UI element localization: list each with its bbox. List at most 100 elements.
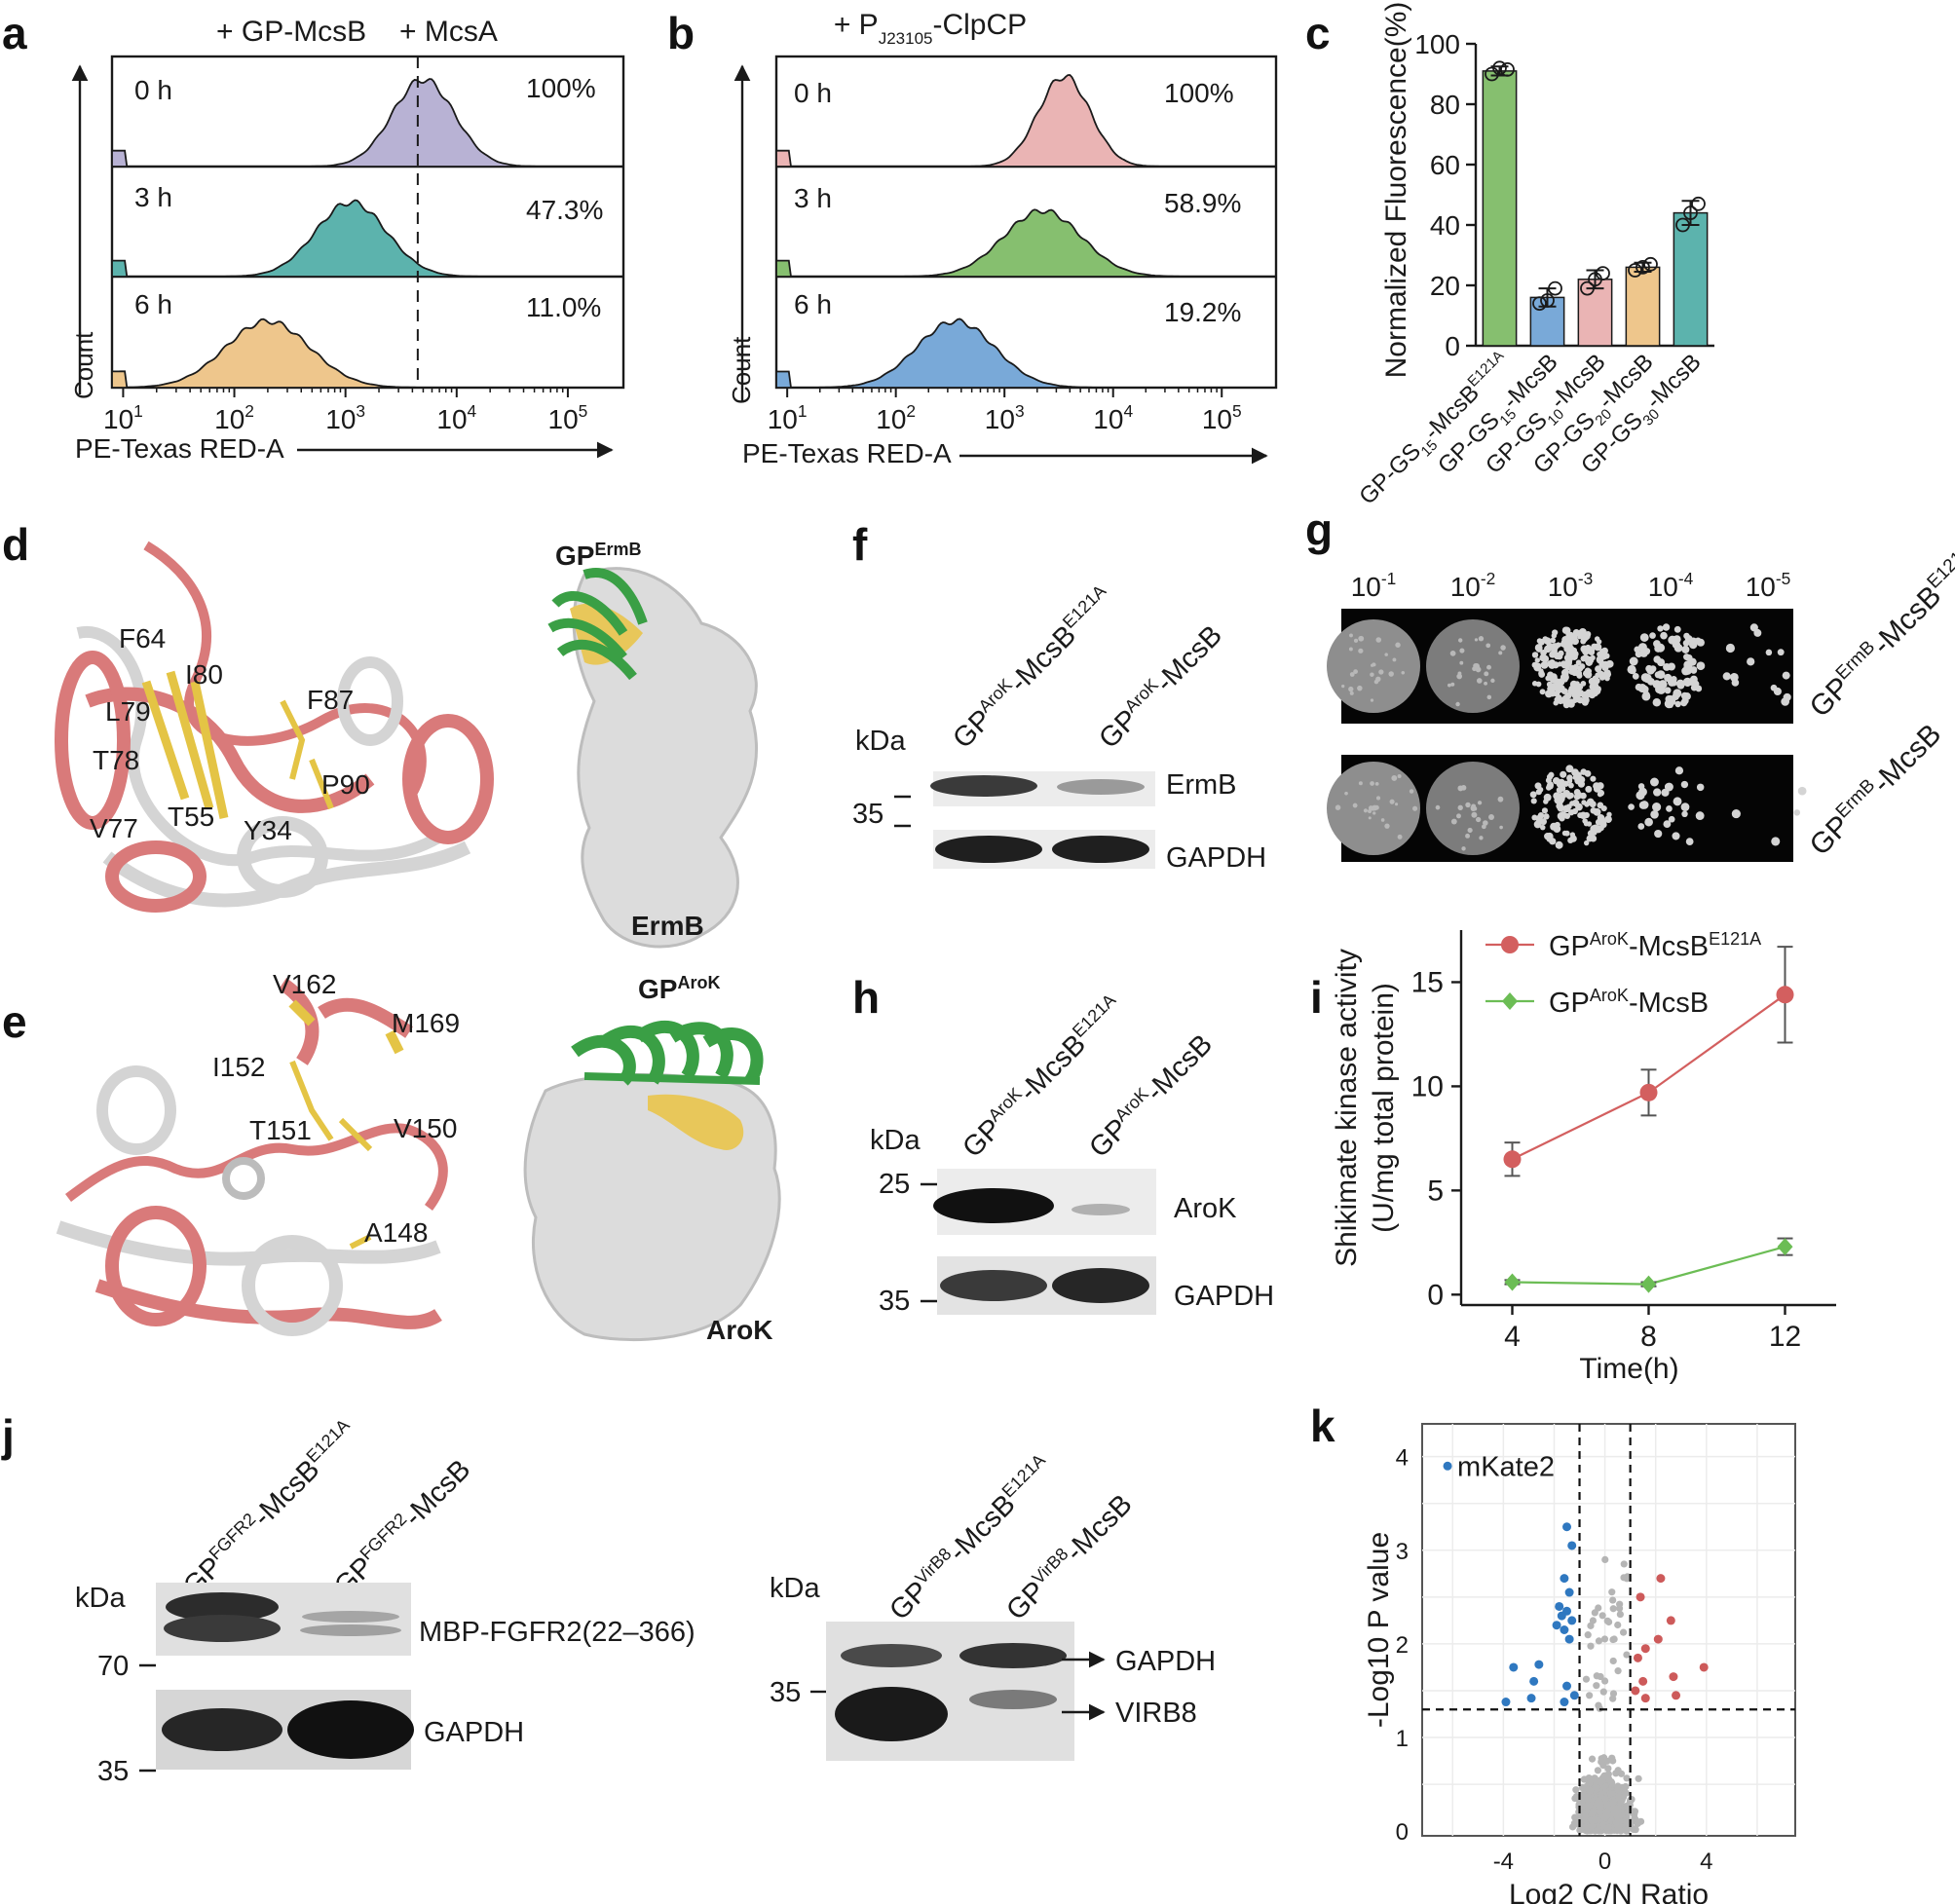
lane-label: GPAroK-McsB — [1092, 618, 1228, 755]
ns-point — [1609, 1657, 1617, 1665]
colony — [1600, 650, 1608, 656]
colony — [1589, 647, 1596, 653]
protein-ribbon-ermb — [55, 541, 494, 913]
colony — [1488, 814, 1494, 820]
band — [164, 1615, 281, 1642]
colony — [1657, 625, 1664, 632]
colony — [1661, 788, 1670, 797]
x-axis-label: Time(h) — [1579, 1353, 1678, 1385]
ns-point — [1595, 1701, 1602, 1709]
ns-point — [1589, 1808, 1598, 1815]
colony — [1370, 781, 1374, 786]
row-percent-0h: 100% — [1164, 78, 1234, 108]
band — [1052, 1268, 1149, 1303]
colony — [1476, 678, 1483, 684]
histogram-curves — [111, 78, 623, 389]
colony — [1560, 770, 1567, 778]
colony — [1590, 775, 1597, 782]
y-tick-label: 5 — [1427, 1175, 1444, 1207]
data-point — [1640, 1275, 1657, 1293]
panel-label-a: a — [2, 8, 27, 58]
colony — [1565, 650, 1573, 657]
colony — [1674, 766, 1684, 775]
bar — [1625, 266, 1661, 347]
colony — [1450, 818, 1457, 825]
colony — [1534, 782, 1542, 790]
colony — [1358, 635, 1365, 642]
up-point — [1640, 1644, 1650, 1654]
y-tick-label: 0 — [1445, 331, 1460, 361]
histogram-curve — [775, 74, 1276, 168]
ns-point — [1591, 1609, 1598, 1617]
data-point — [1776, 986, 1794, 1004]
x-tick-label: 8 — [1640, 1321, 1657, 1353]
x-axis-label: PE-Texas RED-A — [75, 433, 284, 464]
colony — [1577, 780, 1586, 788]
residue-label: V162 — [273, 969, 336, 999]
colony — [1539, 653, 1547, 662]
panel-label-g: g — [1305, 504, 1333, 555]
band — [300, 1624, 401, 1636]
row-percent-6h: 11.0% — [526, 292, 601, 322]
y-tick-label: 80 — [1430, 90, 1460, 120]
colony — [1540, 818, 1547, 826]
row-time-6h: 6 h — [134, 289, 172, 319]
colony — [1602, 670, 1610, 677]
data-point — [1628, 263, 1642, 278]
data-point — [1596, 266, 1610, 281]
colony — [1725, 643, 1735, 653]
colony — [1535, 789, 1542, 796]
colony — [1562, 780, 1569, 787]
colony — [1597, 782, 1604, 790]
ns-point — [1619, 1628, 1628, 1636]
colony — [1401, 670, 1406, 675]
band-label-mbp-fgfr2: MBP-FGFR2(22–366) — [419, 1617, 696, 1648]
y-axis-label: Count — [727, 336, 756, 404]
colony — [1459, 648, 1465, 653]
panel-label-c: c — [1305, 8, 1331, 58]
colony — [1606, 811, 1612, 817]
colony — [1783, 692, 1791, 701]
kda-label: kDa — [770, 1573, 820, 1604]
x-tick-label: -4 — [1493, 1848, 1514, 1875]
dilution-label: 10-4 — [1648, 569, 1694, 602]
down-point — [1567, 1541, 1577, 1550]
band-label-gapdh: GAPDH — [424, 1717, 524, 1748]
colony — [1770, 684, 1778, 691]
colony — [1461, 846, 1466, 851]
down-point — [1569, 1691, 1579, 1700]
colony — [1341, 684, 1345, 689]
band — [940, 1270, 1047, 1301]
ns-point — [1599, 1688, 1607, 1696]
panel-label-e: e — [2, 996, 27, 1047]
colony — [1477, 801, 1483, 805]
ns-point — [1623, 1827, 1631, 1835]
up-point — [1672, 1691, 1681, 1700]
colony — [1672, 832, 1680, 840]
colony — [1561, 626, 1570, 634]
lane-label: GPAroK-McsBE121A — [946, 581, 1119, 755]
ns-point — [1614, 1786, 1622, 1794]
colony — [1639, 649, 1648, 657]
protein-surface-ermb — [547, 567, 759, 949]
ns-point — [1623, 1802, 1632, 1810]
colony — [1372, 811, 1376, 815]
colony — [1586, 821, 1593, 827]
colony — [1412, 805, 1418, 811]
y-axis-label: -Log10 P value — [1363, 1532, 1395, 1728]
colony — [1652, 803, 1662, 812]
flow-histogram-a: + GP-McsB + McsA 0 h 100% 3 h 47.3% 6 h … — [69, 16, 625, 464]
colony — [1765, 649, 1773, 656]
colony — [1583, 840, 1590, 846]
row-percent-3h: 47.3% — [526, 195, 603, 225]
panel-label-j: j — [1, 1410, 15, 1461]
colony — [1639, 633, 1649, 642]
residue-label: T78 — [93, 745, 139, 775]
x-tick-label: 105 — [548, 401, 588, 434]
colony — [1685, 838, 1694, 846]
residue-label: A148 — [364, 1217, 428, 1248]
colony — [1695, 811, 1705, 821]
band — [841, 1644, 942, 1667]
y-tick-label: 100 — [1414, 29, 1460, 59]
colony — [1586, 655, 1595, 664]
